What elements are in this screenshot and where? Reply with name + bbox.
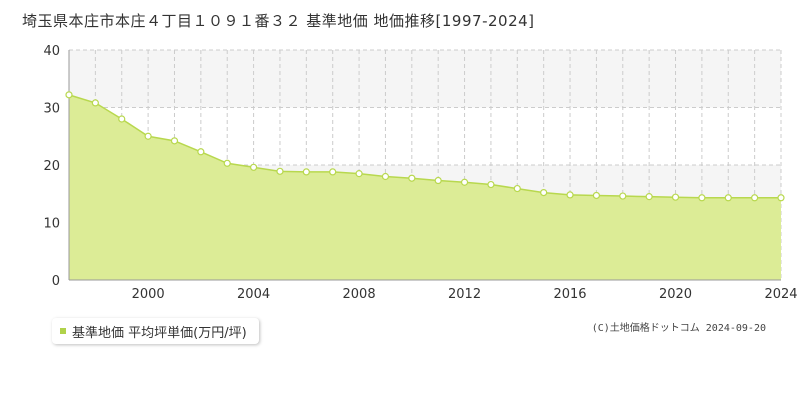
data-point [540, 189, 548, 197]
y-tick-label: 30 [43, 102, 60, 117]
data-point [408, 174, 416, 182]
data-point [118, 115, 126, 123]
data-point [619, 192, 627, 200]
x-tick-label: 2008 [343, 287, 376, 302]
x-tick-label: 2000 [132, 287, 165, 302]
data-point [223, 159, 231, 167]
data-point [302, 168, 310, 176]
data-point [355, 170, 363, 178]
data-point [197, 148, 205, 156]
x-tick-label: 2012 [448, 287, 481, 302]
legend-swatch [60, 328, 66, 334]
x-tick-label: 2004 [237, 287, 270, 302]
data-point [170, 137, 179, 145]
data-point [91, 99, 99, 107]
data-point [434, 176, 442, 185]
data-point [566, 191, 574, 199]
data-point [698, 194, 706, 202]
series-area [69, 94, 781, 280]
chart-legend: 基準地価 平均坪単価(万円/坪) [52, 318, 259, 344]
y-tick-label: 40 [43, 44, 60, 59]
data-point [513, 184, 521, 193]
data-point [487, 180, 495, 189]
x-tick-label: 2016 [553, 287, 586, 302]
data-point [777, 194, 785, 202]
data-point [645, 193, 653, 201]
legend-label: 基準地価 平均坪単価(万円/坪) [72, 325, 247, 341]
data-point [144, 132, 152, 140]
data-point [724, 194, 732, 202]
y-tick-label: 20 [43, 159, 60, 174]
data-point [249, 163, 258, 171]
x-tick-label: 2024 [764, 287, 797, 302]
y-tick-label: 10 [43, 217, 60, 232]
series-line [68, 94, 781, 199]
x-tick-label: 2020 [659, 287, 692, 302]
copyright-credit: (C)土地価格ドットコム 2024-09-20 [591, 323, 766, 334]
chart-title: 埼玉県本庄市本庄４丁目１０９１番３２ 基準地価 地価推移[1997-2024] [22, 12, 535, 30]
grid-band [69, 50, 781, 108]
data-point [276, 167, 284, 175]
data-point [751, 194, 759, 202]
data-point [671, 193, 680, 201]
data-point [460, 178, 469, 186]
data-point [65, 91, 73, 99]
data-point [329, 168, 337, 176]
data-point [381, 172, 390, 181]
y-tick-label: 0 [52, 274, 60, 289]
data-point [592, 191, 601, 200]
